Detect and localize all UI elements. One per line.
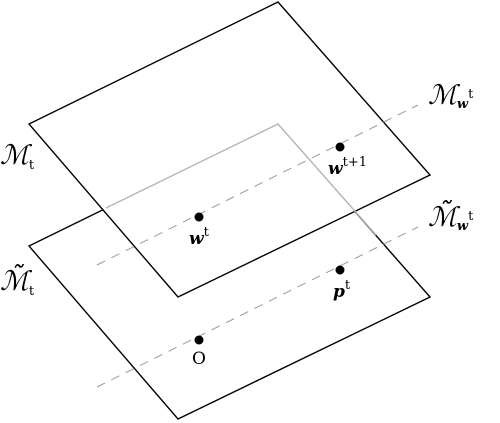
lower-line-label: ℳ̃wt: [428, 200, 474, 234]
lower-plane-hidden-edge: [105, 123, 377, 236]
point-w-t: [194, 212, 204, 222]
upper-plane-label: ℳt: [0, 140, 35, 173]
point-origin-label: O: [192, 349, 206, 369]
point-p-t: [335, 265, 345, 275]
upper-dashed-line: [96, 104, 419, 266]
lower-plane-label: ℳ̃t: [0, 264, 35, 299]
upper-plane: [27, 1, 432, 298]
point-w-t1-label: wt+1: [328, 155, 367, 179]
point-w-t-label: wt: [189, 225, 210, 249]
point-p-t-label: pt: [333, 278, 351, 302]
upper-line-label: ℳwt: [428, 80, 474, 112]
point-w-t1: [335, 142, 345, 152]
point-origin: [194, 335, 204, 345]
lower-dashed-line: [96, 226, 419, 388]
